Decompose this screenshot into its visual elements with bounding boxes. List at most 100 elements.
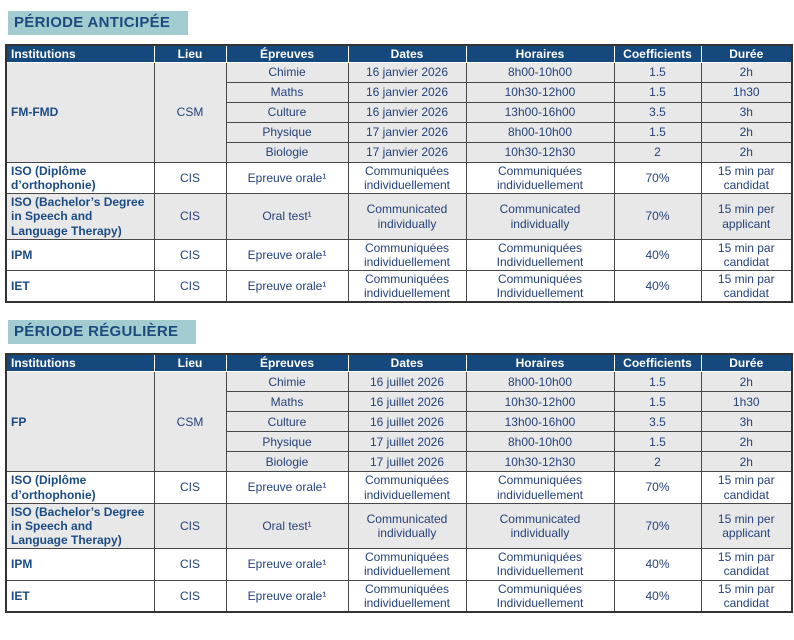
cell-duree: 15 min par candidat [700,161,793,195]
column-header-lieu: Lieu [153,353,227,373]
header-row: Institutions Lieu Épreuves Dates Horaire… [5,353,793,373]
section-title-anticipee: PÉRIODE ANTICIPÉE [8,11,189,35]
cell-date: Communiquées individuellement [347,270,467,303]
cell-coefficient: 1.5 [613,82,702,103]
column-header-dates: Dates [347,44,467,63]
cell-duree: 2h [700,62,793,83]
cell-institution: ISO (Diplôme d’orthophonie) [5,161,155,195]
cell-coefficient: 40% [613,579,702,613]
cell-lieu: CIS [153,579,227,613]
cell-institution: IPM [5,238,155,272]
cell-lieu: CIS [153,161,227,195]
cell-date: 16 janvier 2026 [347,62,467,83]
cell-epreuve: Chimie [225,371,349,393]
cell-horaire: 13h00-16h00 [465,411,615,433]
column-header-epreuves: Épreuves [225,353,349,373]
cell-institution: FM-FMD [5,62,155,163]
cell-duree: 2h [700,142,793,163]
cell-institution: IET [5,579,155,613]
section-periode-reguliere: PÉRIODE RÉGULIÈRE Institutions Lieu Épre… [5,320,794,613]
table-row: ISO (Diplôme d’orthophonie) CIS Epreuve … [5,161,793,195]
cell-duree: 15 min par candidat [700,238,793,272]
cell-coefficient: 3.5 [613,411,702,433]
column-header-epreuves: Épreuves [225,44,349,63]
table-row: Biologie 17 juillet 2026 10h30-12h30 2 2… [6,451,793,473]
column-header-lieu: Lieu [153,44,227,63]
cell-horaire: Communiquées individuellement [465,471,615,504]
cell-duree: 3h [700,411,793,433]
cell-epreuve: Epreuve orale¹ [225,270,349,303]
column-header-duree: Durée [700,44,793,63]
table-row: ISO (Bachelor’s Degree in Speech and Lan… [5,193,793,240]
column-header-horaires: Horaires [465,44,615,63]
cell-epreuve: Epreuve orale¹ [225,548,349,581]
cell-lieu: CIS [153,270,227,303]
cell-epreuve: Oral test¹ [225,502,349,550]
cell-duree: 15 min par candidat [700,548,793,581]
cell-date: Communiquées individuellement [347,238,467,272]
cell-date: 16 juillet 2026 [347,391,467,413]
cell-coefficient: 2 [613,142,702,163]
cell-lieu: CIS [153,548,227,581]
cell-coefficient: 40% [613,238,702,272]
cell-duree: 15 min par candidat [700,471,793,504]
cell-institution: ISO (Bachelor’s Degree in Speech and Lan… [5,502,155,550]
cell-horaire: 13h00-16h00 [465,102,615,123]
column-header-institutions: Institutions [5,353,155,373]
table-row: Maths 16 janvier 2026 10h30-12h00 1.5 1h… [6,82,793,103]
cell-epreuve: Oral test¹ [225,193,349,240]
cell-lieu: CSM [153,371,227,473]
cell-horaire: 8h00-10h00 [465,371,615,393]
cell-date: Communicated individually [347,193,467,240]
cell-epreuve: Maths [225,391,349,413]
cell-epreuve: Biologie [225,142,349,163]
cell-date: 16 juillet 2026 [347,411,467,433]
cell-coefficient: 40% [613,270,702,303]
cell-horaire: Communiquées individuellement [465,161,615,195]
cell-horaire: 8h00-10h00 [465,122,615,143]
cell-duree: 15 min per applicant [700,193,793,240]
cell-coefficient: 70% [613,193,702,240]
cell-duree: 15 min per applicant [700,502,793,550]
cell-lieu: CIS [153,193,227,240]
table-row: FM-FMD CSM Chimie 16 janvier 2026 8h00-1… [5,62,793,163]
table-row: ISO (Bachelor’s Degree in Speech and Lan… [5,502,793,550]
cell-duree: 15 min par candidat [700,270,793,303]
cell-coefficient: 1.5 [613,371,702,393]
table-row: IPM CIS Epreuve orale¹ Communiquées indi… [5,238,793,272]
cell-epreuve: Physique [225,122,349,143]
column-header-coefficients: Coefficients [613,44,702,63]
cell-institution: FP [5,371,155,473]
cell-date: 17 juillet 2026 [347,431,467,453]
table-row: IET CIS Epreuve orale¹ Communiquées indi… [5,270,793,303]
cell-horaire: 10h30-12h00 [465,391,615,413]
cell-duree: 2h [700,122,793,143]
cell-date: Communicated individually [347,502,467,550]
cell-duree: 1h30 [700,391,793,413]
section-periode-anticipee: PÉRIODE ANTICIPÉE Institutions Lieu Épre… [5,11,794,304]
cell-coefficient: 1.5 [613,122,702,143]
table-row: IPM CIS Epreuve orale¹ Communiquées indi… [5,548,793,581]
cell-coefficient: 40% [613,548,702,581]
cell-epreuve: Epreuve orale¹ [225,579,349,613]
cell-coefficient: 1.5 [613,431,702,453]
table-row: Maths 16 juillet 2026 10h30-12h00 1.5 1h… [6,391,793,413]
cell-horaire: Communiquées Individuellement [465,238,615,272]
cell-coefficient: 2 [613,451,702,473]
cell-duree: 3h [700,102,793,123]
cell-date: Communiquées individuellement [347,471,467,504]
cell-coefficient: 70% [613,502,702,550]
cell-date: Communiquées individuellement [347,579,467,613]
cell-date: 17 janvier 2026 [347,122,467,143]
schedule-table-reguliere: Institutions Lieu Épreuves Dates Horaire… [5,353,793,613]
cell-duree: 2h [700,371,793,393]
cell-lieu: CIS [153,471,227,504]
cell-horaire: Communiquées Individuellement [465,579,615,613]
cell-horaire: 8h00-10h00 [465,431,615,453]
cell-date: 17 juillet 2026 [347,451,467,473]
column-header-coefficients: Coefficients [613,353,702,373]
table-row: Physique 17 janvier 2026 8h00-10h00 1.5 … [6,122,793,143]
cell-duree: 2h [700,451,793,473]
cell-lieu: CIS [153,502,227,550]
table-row: ISO (Diplôme d’orthophonie) CIS Epreuve … [5,471,793,504]
